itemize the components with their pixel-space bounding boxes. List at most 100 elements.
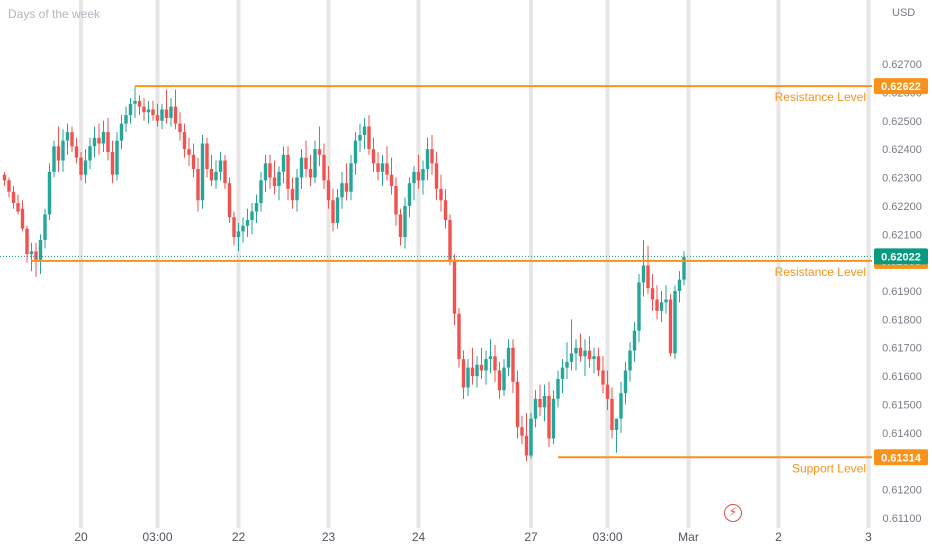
candle-body [182,132,187,150]
candle [371,137,376,172]
candle-body [610,398,614,431]
candle-body [560,367,565,379]
candle [394,177,398,226]
candle [565,342,569,379]
candle-body [367,126,371,150]
candle-body [358,134,362,141]
candle [88,137,92,170]
lightning-bolt-icon[interactable]: ⚡ [724,504,742,522]
candle-body [430,149,434,164]
candle-body [43,214,47,240]
level-price-badge-value: 0.62622 [881,81,921,93]
candle-body [439,188,443,201]
candle-body [106,132,110,152]
price-axis[interactable]: USD0.611000.612000.613000.614000.615000.… [882,7,922,525]
candle [259,171,263,212]
time-tick-label: 03:00 [142,530,172,544]
price-tick-label: 0.62700 [882,59,922,71]
candle [362,117,367,150]
candle-body [173,106,178,124]
candle-body [29,251,34,255]
candle [668,293,673,357]
candle-body [547,395,551,439]
candle [263,154,268,192]
candle [169,98,173,127]
candle-body [623,370,628,394]
candle-body [425,149,430,170]
candle-body [209,169,214,181]
candle-body [20,208,25,229]
candle [61,129,65,172]
candle-body [673,291,677,354]
candle-body [619,393,623,419]
candle-body [115,140,119,175]
candle [227,177,232,223]
candle [173,89,178,130]
candle [335,188,340,229]
candle [241,217,245,243]
candle-body [326,180,331,201]
candle [178,112,182,141]
candle [475,356,479,388]
candle [340,171,344,209]
candle-body [479,364,484,371]
time-tick-label: Mar [678,530,699,544]
candle [511,339,515,394]
currency-label: USD [892,7,915,19]
candle-body [637,282,641,331]
candle [92,126,97,158]
candle-body [520,427,524,436]
candle [214,160,218,189]
candle-body [592,356,596,360]
candle-body [290,188,295,201]
candle [79,151,83,181]
candle-body [515,381,520,428]
candle [560,359,565,394]
price-tick-label: 0.62400 [882,144,922,156]
candle [290,177,295,209]
candle-body [574,347,578,354]
candle [286,146,290,201]
candle-body [389,174,394,187]
time-axis[interactable]: 20 03:00 22 23 24 27 03:00 Mar 2 3 [74,530,872,544]
level-price-badge: 0.61314 [874,449,928,466]
candle-body [245,220,250,226]
current-price-badge-value: 0.62022 [881,251,921,263]
candle-body [452,259,457,314]
level-price-badge-box [874,449,928,466]
candle [655,285,659,320]
candle [7,177,11,198]
candle [322,143,326,189]
candle [497,361,502,399]
candle-body [146,109,151,113]
candle-body [128,103,133,116]
candle [641,239,646,297]
candle-body [119,123,124,141]
candle-body [380,163,385,172]
candle [254,194,259,223]
candle [218,151,223,181]
candle-body [65,132,70,141]
candle-body [394,186,398,215]
candle [344,163,349,201]
candle [304,140,308,178]
candle-body [448,220,452,260]
candle [236,222,241,252]
candle-body [133,100,137,104]
candle [416,154,421,189]
candle-body [650,288,655,300]
candle-body [200,143,205,201]
candle-body [493,356,497,371]
candle-body [659,302,664,311]
candle-body [385,163,389,175]
candle-body [569,353,574,362]
candle-body [218,160,223,172]
candle [547,381,551,448]
candle [533,390,538,428]
candle-body [2,174,7,181]
candle-body [605,384,610,399]
price-tick-label: 0.61400 [882,428,922,440]
candle [29,242,34,272]
candle [295,169,299,212]
